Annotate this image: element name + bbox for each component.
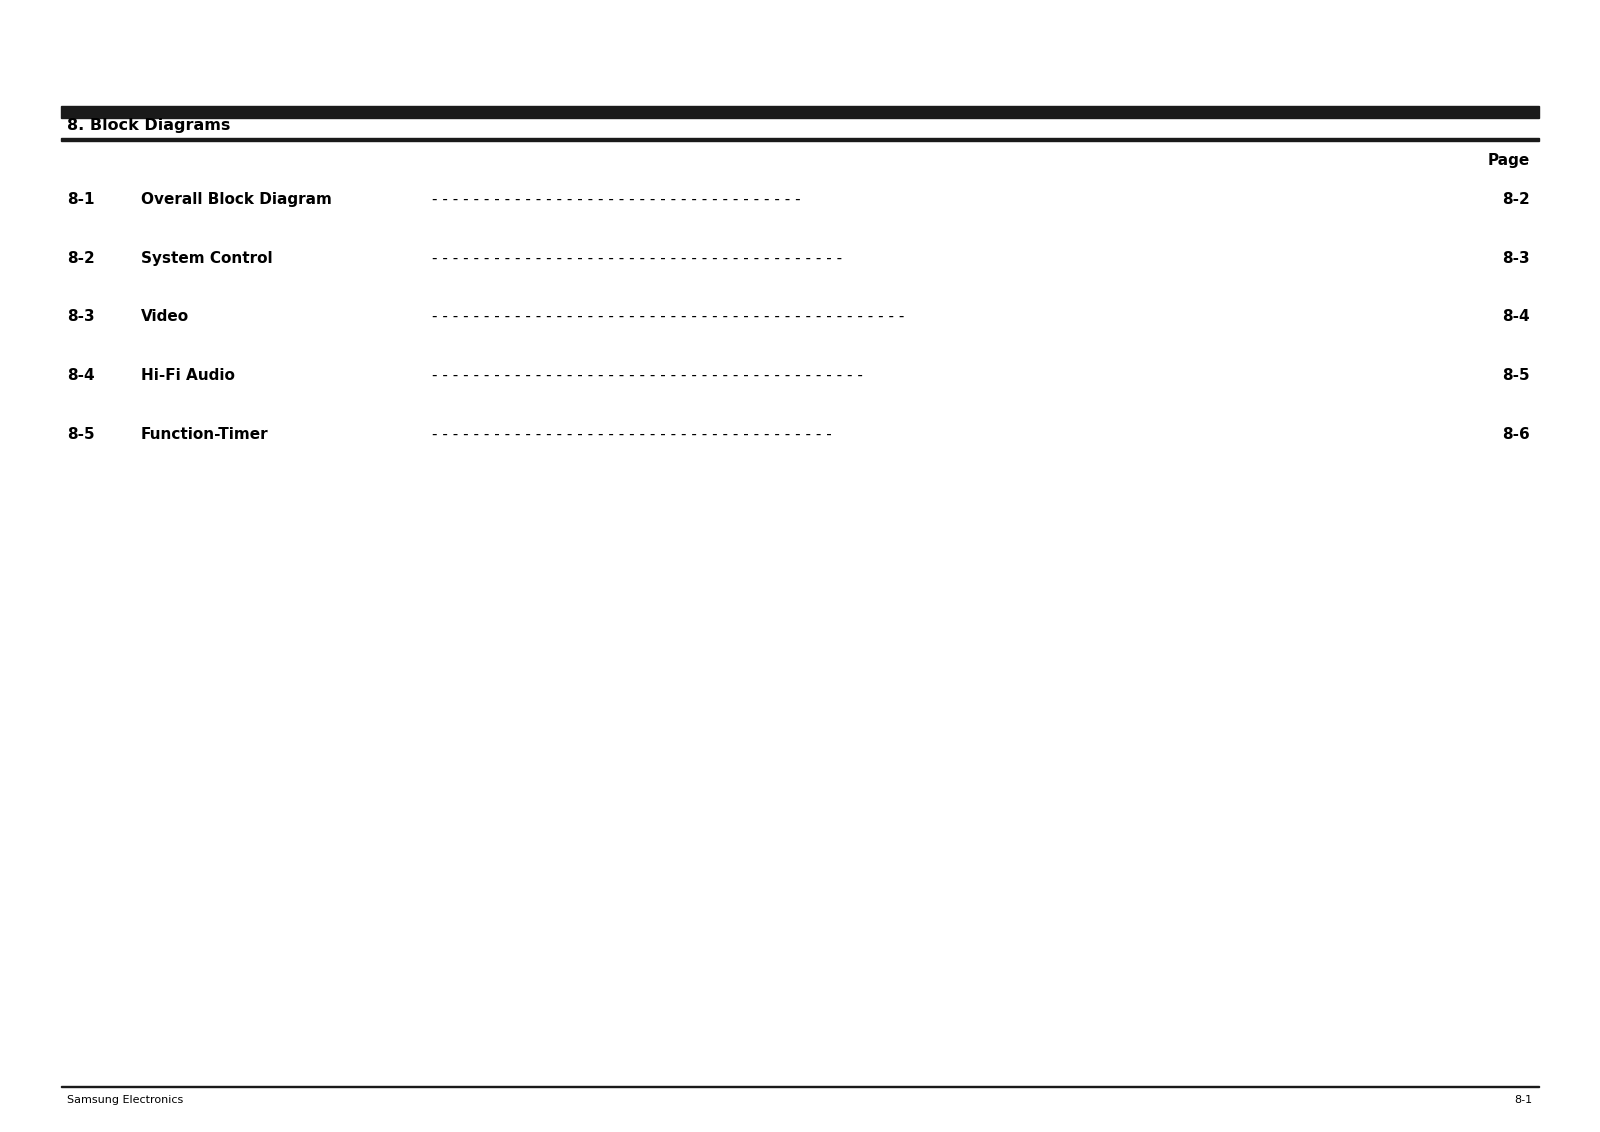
- Text: 8-2: 8-2: [1502, 191, 1530, 207]
- Text: 8-4: 8-4: [1502, 309, 1530, 325]
- Text: Function-Timer: Function-Timer: [141, 427, 269, 443]
- Text: 8-2: 8-2: [67, 250, 94, 266]
- Text: - - - - - - - - - - - - - - - - - - - - - - - - - - - - - - - - - - - - - - - -: - - - - - - - - - - - - - - - - - - - - …: [432, 250, 842, 266]
- Text: 8-4: 8-4: [67, 368, 94, 384]
- Text: 8-3: 8-3: [67, 309, 94, 325]
- Text: 8-3: 8-3: [1502, 250, 1530, 266]
- Text: - - - - - - - - - - - - - - - - - - - - - - - - - - - - - - - - - - - - - - - - : - - - - - - - - - - - - - - - - - - - - …: [432, 309, 904, 325]
- Text: Page: Page: [1488, 153, 1530, 169]
- Text: - - - - - - - - - - - - - - - - - - - - - - - - - - - - - - - - - - - - - - -: - - - - - - - - - - - - - - - - - - - - …: [432, 427, 832, 443]
- Text: Hi-Fi Audio: Hi-Fi Audio: [141, 368, 235, 384]
- Text: 8-5: 8-5: [1502, 368, 1530, 384]
- Text: - - - - - - - - - - - - - - - - - - - - - - - - - - - - - - - - - - - -: - - - - - - - - - - - - - - - - - - - - …: [432, 191, 800, 207]
- Text: 8-1: 8-1: [67, 191, 94, 207]
- Text: 8-6: 8-6: [1502, 427, 1530, 443]
- Bar: [61, 106, 1539, 118]
- Text: - - - - - - - - - - - - - - - - - - - - - - - - - - - - - - - - - - - - - - - - : - - - - - - - - - - - - - - - - - - - - …: [432, 368, 862, 384]
- Text: Video: Video: [141, 309, 189, 325]
- Text: System Control: System Control: [141, 250, 272, 266]
- Bar: [61, 138, 1539, 140]
- Text: 8. Block Diagrams: 8. Block Diagrams: [67, 118, 230, 134]
- Text: Overall Block Diagram: Overall Block Diagram: [141, 191, 331, 207]
- Text: 8-5: 8-5: [67, 427, 94, 443]
- Bar: [61, 1086, 1539, 1088]
- Text: Samsung Electronics: Samsung Electronics: [67, 1096, 184, 1105]
- Text: 8-1: 8-1: [1515, 1096, 1533, 1105]
